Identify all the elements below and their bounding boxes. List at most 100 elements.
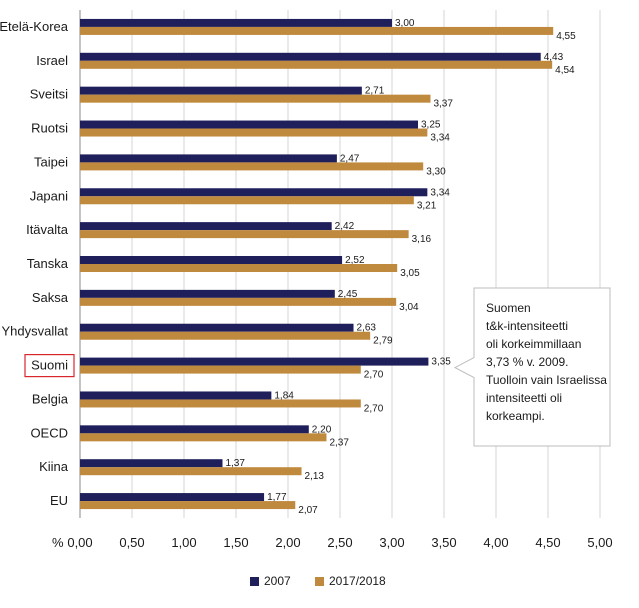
x-axis-label: % [52,535,64,550]
data-label-2007: 4,43 [544,52,564,63]
bar-2007 [80,120,418,129]
data-label-2017-2018: 2,07 [298,505,318,516]
category-label: Japani [30,188,68,203]
bar-2017-2018 [80,501,296,510]
category-label: Taipei [34,154,68,169]
x-tick-label: 4,00 [483,535,508,550]
x-tick-label: 3,50 [431,535,456,550]
x-tick-label: 2,00 [275,535,300,550]
bar-2007 [80,391,272,400]
callout-text-line: Tuolloin vain Israelissa [486,373,607,387]
callout-text-line: oli korkeimmillaan [486,337,581,351]
data-label-2017-2018: 3,05 [400,268,420,279]
data-label-2017-2018: 3,34 [430,133,450,144]
bar-2007 [80,357,429,366]
bar-2017-2018 [80,399,361,408]
data-label-2007: 2,63 [357,323,377,334]
data-label-2017-2018: 2,79 [373,336,393,347]
bar-2017-2018 [80,297,397,306]
category-label: Ruotsi [31,121,68,136]
category-label: Itävalta [26,222,69,237]
legend: 2007 2017/2018 [250,574,386,588]
bar-2007 [80,256,343,264]
data-label-2007: 2,47 [340,153,360,164]
bar-2007 [80,222,332,231]
bar-2017-2018 [80,128,428,137]
data-label-2017-2018: 2,37 [329,437,349,448]
bar-2017-2018 [80,365,361,374]
category-label: Suomi [31,358,68,373]
bar-2017-2018 [80,196,414,205]
data-label-2017-2018: 2,13 [305,471,325,482]
x-tick-label: 1,00 [171,535,196,550]
data-label-2007: 2,42 [335,221,355,232]
bar-2007 [80,459,223,468]
bar-2017-2018 [80,162,424,171]
bar-2017-2018 [80,94,431,103]
data-label-2007: 2,52 [345,255,365,266]
callout-text-line: intensiteetti oli [486,391,562,405]
bar-2007 [80,289,335,298]
category-label: Yhdysvallat [2,324,69,339]
callout-text-line: 3,73 % v. 2009. [486,355,569,369]
bar-2007 [80,86,362,95]
category-label: Belgia [32,391,69,406]
data-label-2017-2018: 3,16 [412,234,432,245]
data-label-2017-2018: 3,37 [433,99,453,110]
data-label-2007: 1,77 [267,492,287,503]
x-tick-label: 4,50 [535,535,560,550]
category-label: Kiina [39,459,69,474]
x-tick-label: 5,00 [587,535,612,550]
callout-text-line: t&k-intensiteetti [486,319,568,333]
bar-2007 [80,154,337,163]
data-label-2017-2018: 2,70 [364,403,384,414]
bar-2007 [80,52,541,61]
bar-2007 [80,425,309,434]
data-label-2007: 2,20 [312,424,332,435]
bar-2017-2018 [80,331,371,340]
x-tick-label: 0,50 [119,535,144,550]
callout-box [453,287,611,447]
data-label-2007: 3,34 [430,187,450,198]
data-label-2017-2018: 3,04 [399,302,419,313]
legend-swatch [250,577,259,586]
category-label: Israel [36,53,68,68]
x-tick-label: 0,00 [67,535,92,550]
bar-2007 [80,18,392,27]
callout-text-line: korkeampi. [486,409,545,423]
bars [80,18,554,510]
category-label: OECD [30,425,68,440]
legend-swatch [315,577,324,586]
bar-2007 [80,493,265,502]
category-label: Sveitsi [30,87,68,102]
category-label: EU [50,493,68,508]
bar-2017-2018 [80,26,554,35]
data-label-2017-2018: 3,21 [417,200,437,211]
data-label-2007: 1,37 [225,458,245,469]
bar-2017-2018 [80,230,409,239]
legend-label: 2007 [264,574,291,588]
x-tick-label: 3,00 [379,535,404,550]
bar-2017-2018 [80,60,553,69]
category-label: Etelä-Korea [0,19,69,34]
data-label-2017-2018: 4,54 [555,65,575,76]
data-label-2007: 3,25 [421,120,441,131]
category-label: Tanska [27,256,69,271]
bar-2017-2018 [80,467,302,476]
legend-label: 2017/2018 [329,574,386,588]
category-label: Saksa [32,290,69,305]
annotation-callout: Suomen t&k-intensiteetti oli korkeimmillaa… [453,287,611,447]
data-label-2017-2018: 3,30 [426,166,446,177]
data-label-2007: 3,00 [395,18,415,29]
data-label-2017-2018: 2,70 [364,370,384,381]
bar-2017-2018 [80,264,398,272]
highlight-box [24,354,75,378]
data-label-2007: 3,35 [431,357,451,368]
data-label-2007: 2,71 [365,86,385,97]
bar-2007 [80,323,354,332]
data-label-2017-2018: 4,55 [556,31,576,42]
bar-2007 [80,188,428,197]
data-label-2007: 2,45 [338,289,358,300]
bar-2017-2018 [80,433,327,442]
